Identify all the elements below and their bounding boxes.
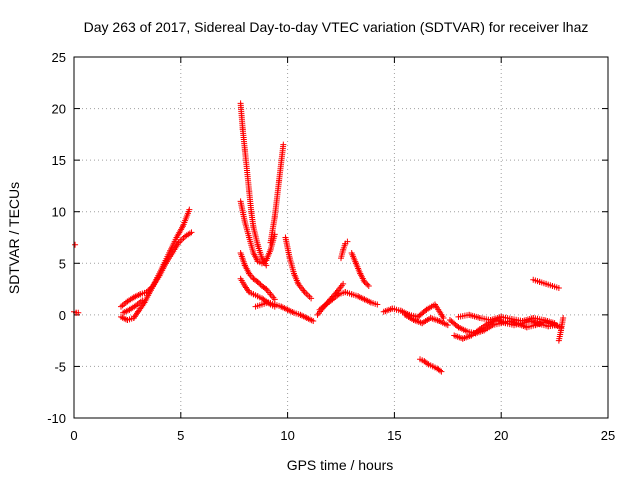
y-tick-label: 5 — [59, 256, 66, 271]
data-points — [71, 100, 567, 375]
data-point — [365, 282, 372, 289]
data-point — [324, 299, 331, 306]
data-point — [263, 262, 270, 269]
x-tick-label: 0 — [70, 428, 77, 443]
x-tick-label: 10 — [280, 428, 294, 443]
data-point — [188, 229, 195, 236]
data-point — [139, 297, 146, 304]
data-point — [261, 285, 268, 292]
data-point — [560, 314, 567, 321]
data-point — [374, 301, 381, 308]
data-point — [75, 309, 82, 316]
data-point — [551, 320, 558, 327]
data-point — [332, 290, 339, 297]
data-point — [555, 285, 562, 292]
data-point — [327, 296, 334, 303]
y-tick-label: -10 — [47, 411, 66, 426]
data-point — [326, 297, 333, 304]
data-point — [422, 307, 429, 314]
data-point — [438, 368, 445, 375]
data-point — [323, 300, 330, 307]
data-point — [320, 303, 327, 310]
data-point — [440, 314, 447, 321]
data-point — [362, 280, 369, 287]
data-point — [344, 238, 351, 245]
data-point — [72, 241, 79, 248]
data-point — [329, 293, 336, 300]
y-tick-label: 0 — [59, 308, 66, 323]
data-point — [444, 322, 451, 329]
x-axis-label: GPS time / hours — [287, 457, 394, 473]
y-tick-label: 15 — [52, 153, 66, 168]
data-point — [280, 141, 287, 148]
data-point — [436, 367, 443, 374]
data-point — [322, 302, 329, 309]
data-point — [331, 292, 338, 299]
y-tick-label: -5 — [54, 359, 66, 374]
tick-layer: 0 5 10 15 20 25 -10 -5 0 5 10 15 20 25 — [47, 50, 615, 443]
x-tick-label: 5 — [177, 428, 184, 443]
grid-layer — [74, 57, 608, 418]
data-point — [256, 280, 263, 287]
y-tick-label: 10 — [52, 205, 66, 220]
data-point — [310, 318, 317, 325]
data-point — [254, 278, 261, 285]
y-axis-label: SDTVAR / TECUs — [6, 182, 22, 294]
x-tick-label: 25 — [601, 428, 615, 443]
y-tick-label: 25 — [52, 50, 66, 65]
x-tick-label: 20 — [494, 428, 508, 443]
data-point — [186, 206, 193, 213]
data-point — [308, 295, 315, 302]
data-point — [271, 231, 278, 238]
data-point — [271, 296, 278, 303]
x-tick-label: 15 — [387, 428, 401, 443]
chart-title: Day 263 of 2017, Sidereal Day-to-day VTE… — [84, 19, 589, 35]
y-tick-label: 20 — [52, 102, 66, 117]
data-point — [340, 280, 347, 287]
data-point — [454, 323, 461, 330]
data-point — [328, 294, 335, 301]
data-point — [364, 281, 371, 288]
data-point — [424, 360, 431, 367]
plot-frame — [73, 56, 609, 419]
data-point — [361, 278, 368, 285]
